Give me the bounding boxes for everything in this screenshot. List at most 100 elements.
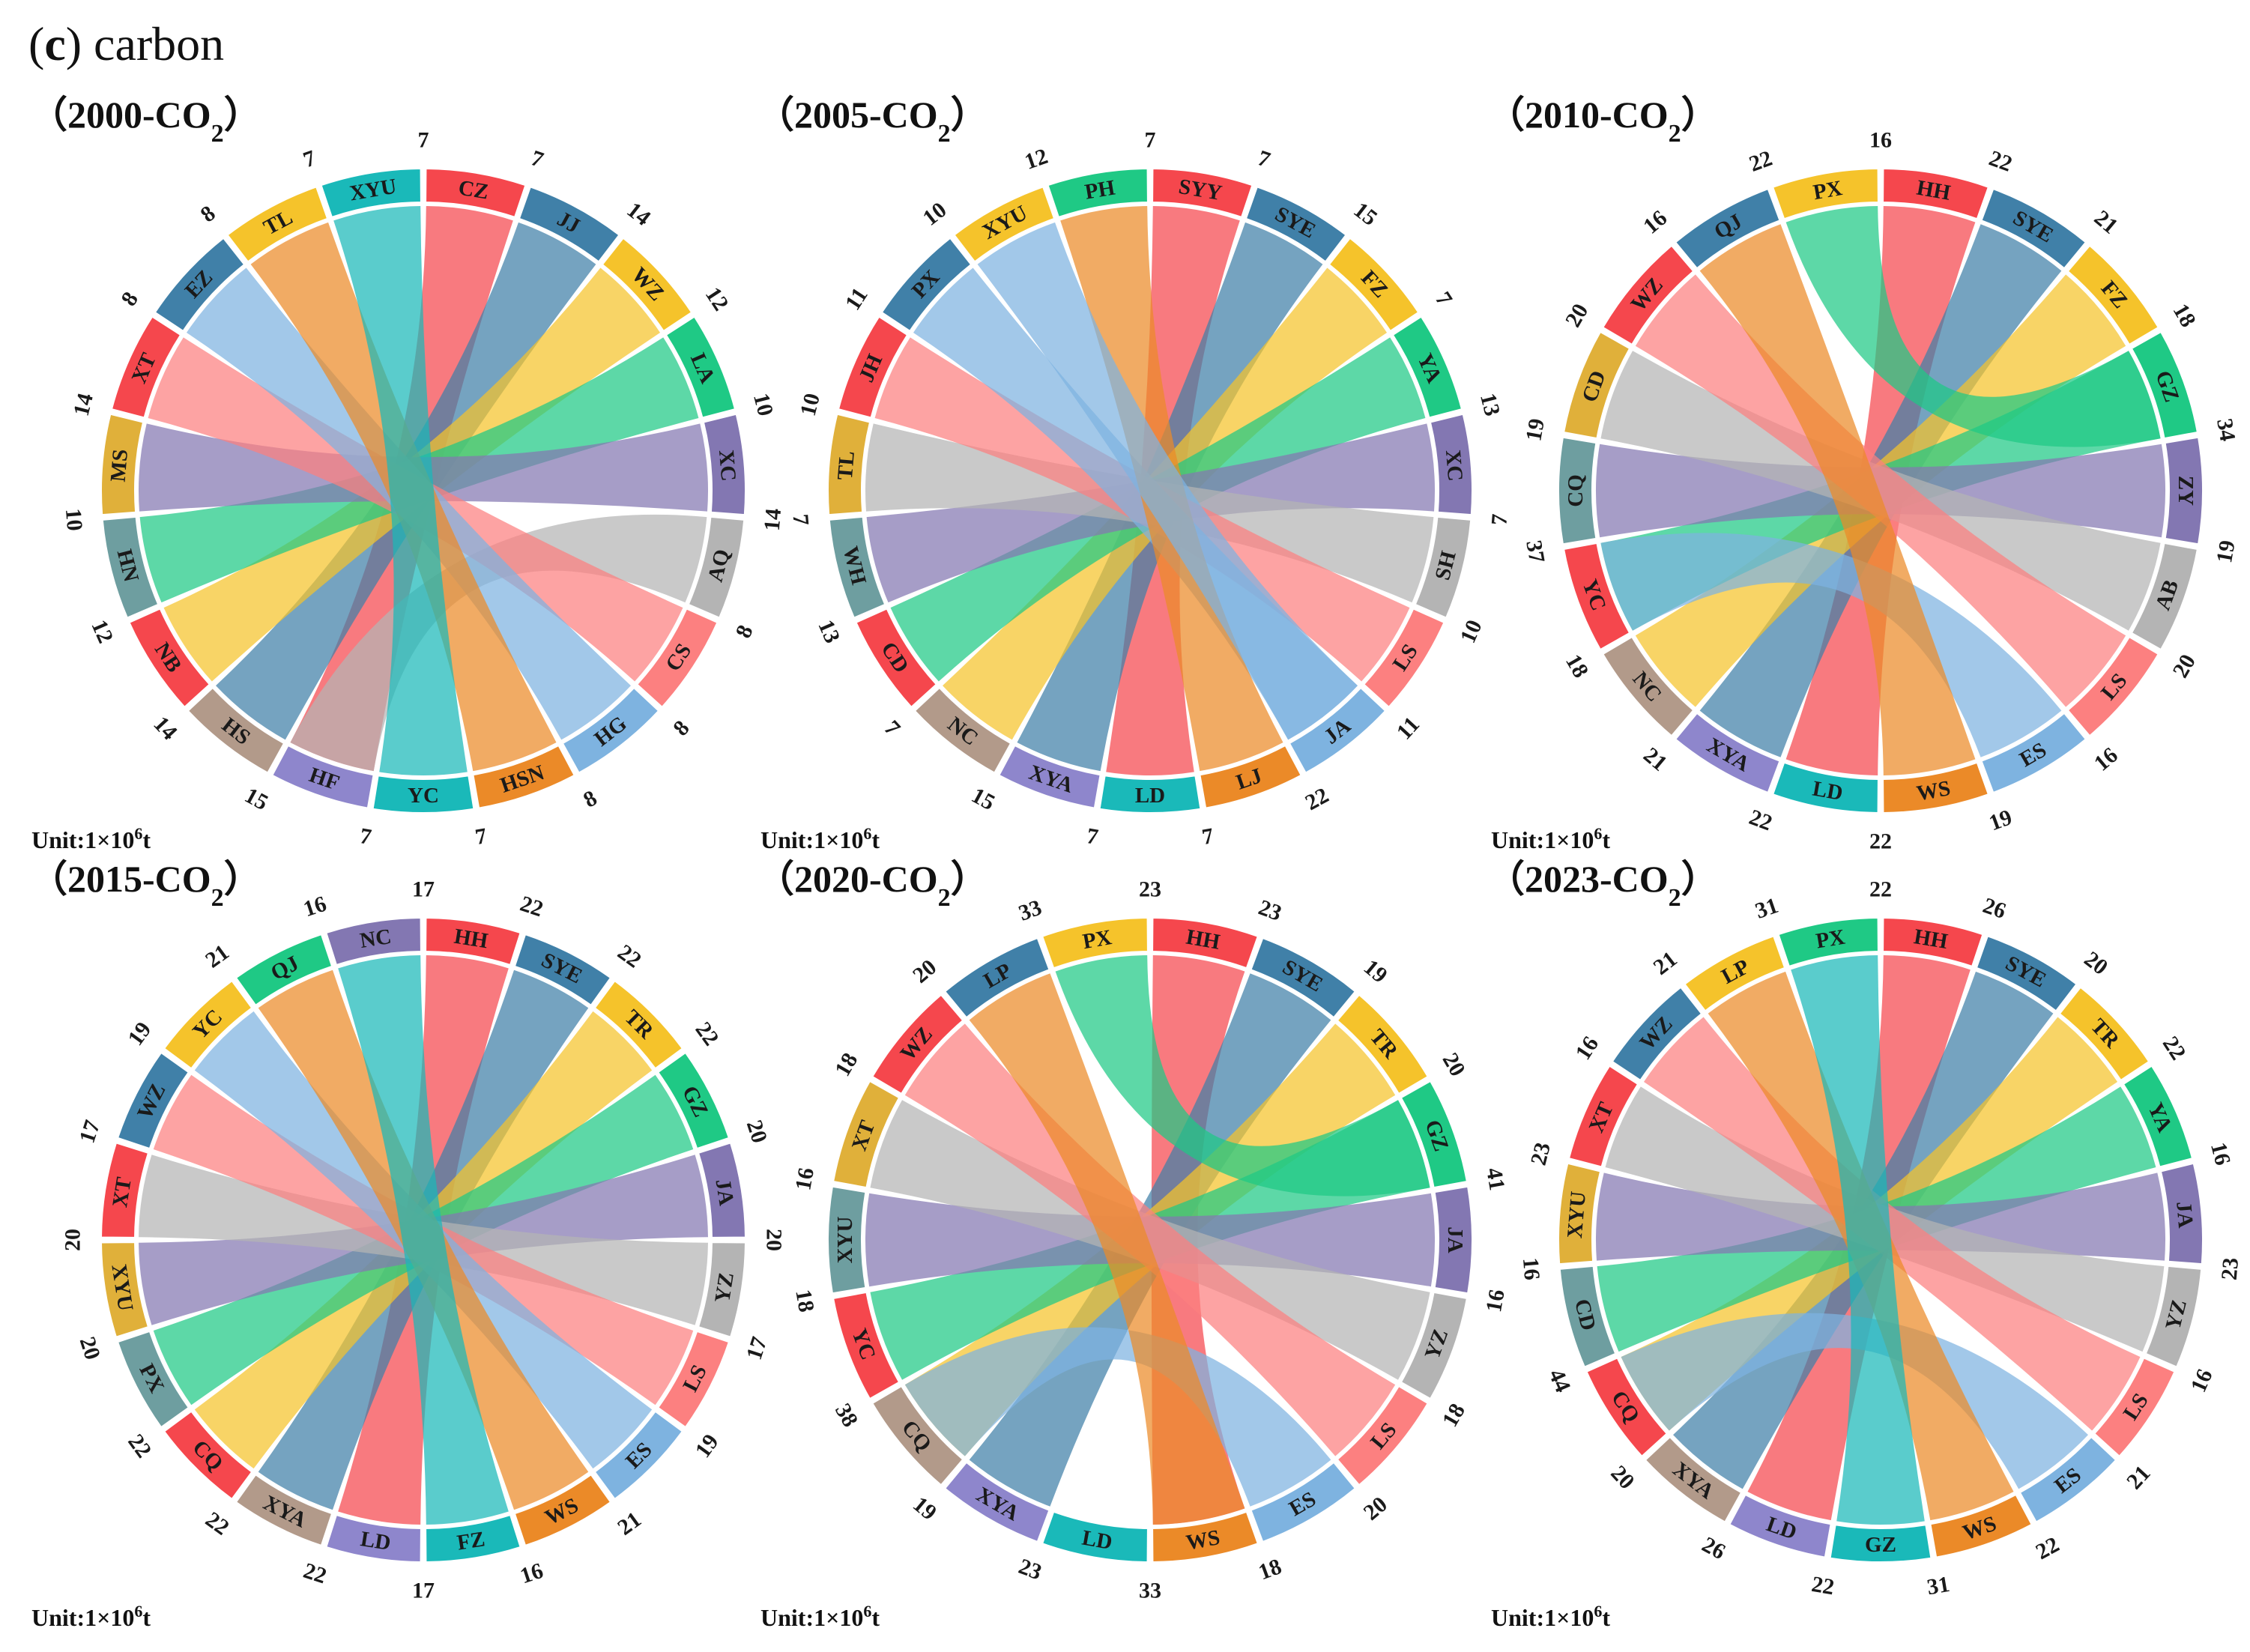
chord-link-PX-GZ xyxy=(1055,955,1430,1196)
segment-label: FZ xyxy=(456,1527,487,1555)
segment-value: 21 xyxy=(613,1507,646,1540)
segment-value: 8 xyxy=(116,288,143,311)
ring-segment-CQ xyxy=(1585,1357,1669,1458)
figure-label-close: ) xyxy=(66,17,94,70)
chord-links xyxy=(865,955,1436,1525)
ring-segment-SYE xyxy=(1975,935,2078,1012)
ring-segment-CQ xyxy=(163,1410,253,1501)
segment-value: 12 xyxy=(1021,144,1050,175)
segment-value: 20 xyxy=(1606,1461,1639,1494)
unit-sup: 6 xyxy=(1594,824,1602,843)
segment-label: TL xyxy=(833,450,859,481)
segment-value: 7 xyxy=(474,823,489,850)
ring-segment-LS xyxy=(1362,608,1445,709)
chord-link-ES-CQ xyxy=(904,1327,1331,1507)
segment-value: 31 xyxy=(1752,893,1781,924)
chord-link-LS-WZ xyxy=(904,1023,1396,1456)
segment-value: 22 xyxy=(1301,783,1333,815)
segment-label: CQ xyxy=(1564,474,1588,507)
chord-link-LS-WZ xyxy=(1643,1017,2141,1431)
segment-value: 22 xyxy=(2158,1032,2191,1064)
segment-value: 22 xyxy=(1809,1572,1836,1600)
ring-segment-WZ xyxy=(601,237,693,333)
ring-segment-FZ xyxy=(2066,244,2160,346)
panel-title-main: （2010-CO xyxy=(1487,94,1669,136)
segment-value: 12 xyxy=(86,617,118,647)
segment-value: 8 xyxy=(196,201,220,227)
segment-value: 14 xyxy=(69,391,98,419)
segment-value: 20 xyxy=(61,1229,85,1251)
unit-tail: t xyxy=(142,1604,151,1631)
segment-label: YC xyxy=(408,784,439,808)
ring-segment-CZ xyxy=(425,168,527,219)
segment-value: 37 xyxy=(1521,539,1549,565)
chord-links xyxy=(139,955,708,1525)
ring-segment-HH xyxy=(425,917,521,966)
ring-segment-TL xyxy=(827,413,871,516)
ring-segment-XC xyxy=(702,413,746,516)
segment-value: 38 xyxy=(830,1400,863,1431)
segment-value: 33 xyxy=(1015,895,1044,926)
segment-value: 17 xyxy=(412,1579,435,1603)
ring-segment-LP xyxy=(943,937,1050,1019)
segment-label: XC xyxy=(1441,449,1467,482)
unit-label: Unit:1×106t xyxy=(760,1602,880,1632)
panel-title: （2000-CO2） xyxy=(30,94,261,148)
ring-segment-PX xyxy=(1771,168,1879,220)
segment-value: 10 xyxy=(749,391,778,419)
segment-value: 7 xyxy=(879,715,904,740)
panel-title-sub: 2 xyxy=(211,120,224,148)
figure-title: (c) carbon xyxy=(28,17,224,70)
segment-value: 22 xyxy=(613,940,646,972)
panel-title-sub: 2 xyxy=(1669,120,1681,148)
segment-value: 16 xyxy=(790,1166,819,1192)
unit-sup: 6 xyxy=(1594,1602,1602,1621)
segment-value: 16 xyxy=(1481,1288,1510,1314)
ring-segment-SYY xyxy=(1152,168,1253,219)
segment-value: 12 xyxy=(701,282,734,315)
ring-segment-JA xyxy=(697,1142,746,1238)
unit-label: Unit:1×106t xyxy=(1491,824,1610,854)
segment-value: 22 xyxy=(1746,146,1775,177)
segment-value: 7 xyxy=(1487,513,1512,527)
segment-value: 23 xyxy=(1526,1140,1555,1168)
unit-label: Unit:1×106t xyxy=(760,824,880,854)
segment-value: 15 xyxy=(967,783,999,815)
ring-segment-LA xyxy=(665,315,737,419)
ring-segment-AQ xyxy=(687,515,746,619)
segment-value: 18 xyxy=(1255,1554,1284,1585)
panel-title-main: （2015-CO xyxy=(30,858,211,900)
chord-links xyxy=(1595,955,2166,1525)
ring-segment-ES xyxy=(593,1410,684,1501)
segment-label: PH xyxy=(1083,175,1117,204)
ring-segment-GZ xyxy=(2130,330,2199,440)
segment-value: 44 xyxy=(1543,1366,1575,1397)
ring-segment-XT xyxy=(100,1142,150,1238)
unit-sup: 6 xyxy=(863,1602,871,1621)
ring-segment-CS xyxy=(635,608,719,709)
ring-segment-TR xyxy=(2058,986,2150,1082)
chord-link-FZ-NC xyxy=(338,955,509,1525)
chord-link-WS-LP xyxy=(969,973,1245,1525)
unit-main: Unit:1×10 xyxy=(31,826,134,853)
segment-value: 21 xyxy=(2090,205,2123,239)
ring-segment-YC xyxy=(372,775,475,814)
segment-label: LD xyxy=(359,1527,393,1555)
chord-links xyxy=(865,206,1436,775)
figure-label-open: ( xyxy=(28,17,44,70)
ring-segment-SYE xyxy=(1980,187,2087,270)
figure-label: c xyxy=(44,17,65,70)
segment-value: 13 xyxy=(1475,391,1504,419)
ring-segment-YA xyxy=(2122,1065,2194,1168)
segment-value: 15 xyxy=(241,783,272,815)
segment-value: 7 xyxy=(1200,823,1215,850)
ring-segment-CD xyxy=(855,608,938,709)
segment-value: 19 xyxy=(690,1429,723,1462)
ring-segment-LD xyxy=(325,1513,422,1563)
ring-segment-YC xyxy=(1562,542,1631,651)
